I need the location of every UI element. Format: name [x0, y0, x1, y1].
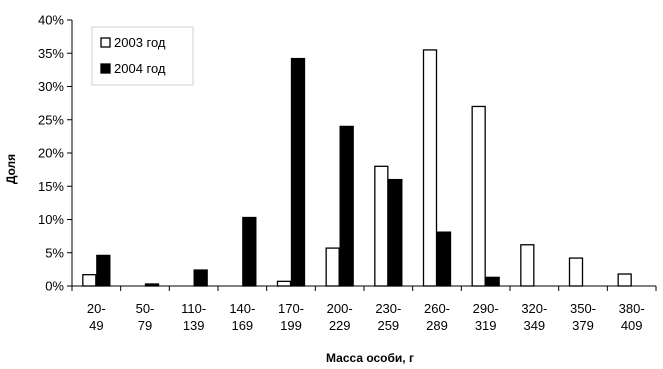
- bar-series-1: [520, 244, 535, 287]
- x-tick-label: 229: [329, 318, 351, 333]
- x-tick-label: 350-: [570, 301, 596, 316]
- bar-series-1: [374, 165, 389, 287]
- y-tick-label: 40%: [38, 13, 64, 28]
- legend-swatch: [100, 63, 111, 74]
- bar-series-2: [242, 216, 257, 287]
- x-tick-label: 319: [475, 318, 497, 333]
- x-tick-label: 290-: [473, 301, 499, 316]
- bar-series-1: [325, 247, 340, 287]
- bar-series-2: [290, 57, 306, 287]
- x-axis: 20- 49 50- 79 110- 139 140- 169 170- 199 200- 229 23…: [71, 285, 657, 333]
- x-tick-label: 349: [523, 318, 545, 333]
- y-axis: 0% 5% 10% 15% 20% 25% 30% 35% 40%: [38, 13, 73, 294]
- bar-series-2: [485, 276, 500, 287]
- bar-series-2: [96, 254, 111, 287]
- x-tick-label: 259: [377, 318, 399, 333]
- y-tick-label: 35%: [38, 46, 64, 61]
- bars: [82, 49, 632, 287]
- legend-label: 2003 год: [114, 35, 166, 50]
- bar-series-1: [568, 257, 584, 287]
- x-tick-label: 200-: [327, 301, 353, 316]
- x-tick-label: 409: [621, 318, 643, 333]
- bar-series-1: [82, 274, 97, 287]
- legend-swatch: [100, 37, 111, 48]
- x-tick-label: 289: [426, 318, 448, 333]
- bar-series-2: [436, 231, 452, 287]
- y-axis-title: Доля: [4, 154, 18, 184]
- bar-series-1: [617, 273, 632, 287]
- x-axis-title: Масса особи, г: [326, 351, 414, 365]
- y-tick-label: 0%: [45, 279, 64, 294]
- bar-series-2: [144, 283, 160, 287]
- x-tick-label: 110-: [181, 301, 206, 316]
- y-tick-label: 20%: [38, 146, 64, 161]
- bar-series-2: [339, 125, 354, 287]
- y-tick-label: 10%: [38, 212, 64, 227]
- y-tick-label: 15%: [38, 179, 64, 194]
- x-tick-label: 49: [89, 318, 103, 333]
- x-tick-label: 20-: [87, 301, 106, 316]
- x-tick-label: 260-: [424, 301, 450, 316]
- bar-series-1: [276, 280, 292, 287]
- y-tick-label: 25%: [38, 112, 64, 127]
- x-tick-label: 50-: [136, 301, 155, 316]
- y-tick-label: 5%: [45, 245, 64, 260]
- y-tick-label: 30%: [38, 79, 64, 94]
- x-tick-label: 199: [280, 318, 302, 333]
- bar-series-2: [388, 178, 403, 287]
- x-tick-label: 79: [138, 318, 152, 333]
- legend-box: [91, 26, 194, 86]
- legend-label: 2004 год: [114, 61, 166, 76]
- bar-series-1: [471, 105, 486, 287]
- x-tick-label: 380-: [619, 301, 645, 316]
- x-tick-label: 139: [183, 318, 205, 333]
- x-tick-label: 379: [572, 318, 594, 333]
- bar-series-1: [422, 49, 438, 287]
- bar-series-2: [193, 269, 208, 287]
- x-tick-label: 230-: [375, 301, 401, 316]
- x-tick-label: 170-: [278, 301, 304, 316]
- x-tick-label: 320-: [521, 301, 547, 316]
- x-tick-label: 140-: [229, 301, 255, 316]
- x-tick-label: 169: [231, 318, 253, 333]
- legend: 2003 год 2004 год: [91, 26, 194, 86]
